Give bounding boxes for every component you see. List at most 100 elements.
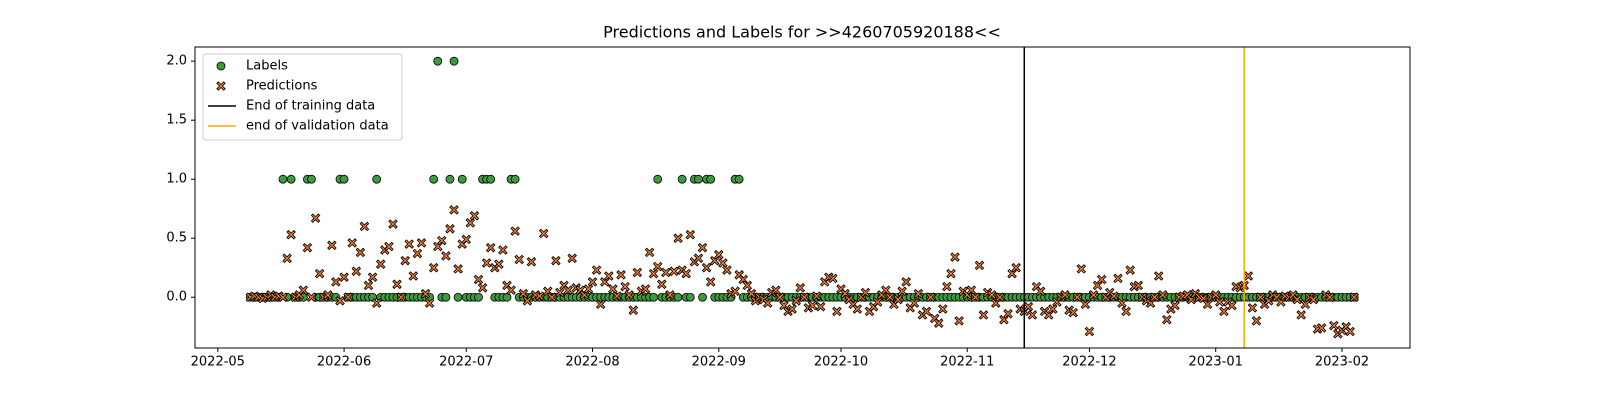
prediction-point [705, 277, 716, 287]
prediction-point [1084, 326, 1095, 337]
label-point [685, 292, 695, 302]
prediction-point [302, 242, 313, 253]
prediction-point [583, 284, 594, 294]
prediction-point [714, 249, 724, 260]
prediction-point [885, 292, 895, 302]
prediction-point [1325, 292, 1335, 302]
prediction-point [526, 257, 537, 267]
label-point [429, 174, 439, 184]
label-point [445, 174, 455, 184]
prediction-point [913, 288, 924, 299]
x-tick-label: 2022-08 [565, 355, 619, 370]
x-tick-label: 2023-01 [1189, 355, 1243, 370]
prediction-point [933, 318, 944, 328]
prediction-point [657, 279, 667, 290]
prediction-point [872, 297, 883, 307]
x-tick-label: 2022-07 [439, 355, 493, 370]
prediction-point [1329, 320, 1339, 331]
prediction-point [673, 233, 683, 243]
label-point [474, 292, 483, 302]
prediction-point [1210, 290, 1221, 300]
prediction-point [282, 253, 292, 264]
prediction-point [461, 234, 472, 245]
x-tick-label: 2022-05 [191, 355, 245, 370]
prediction-point [938, 304, 948, 314]
prediction-point [416, 238, 427, 248]
prediction-point [1247, 303, 1258, 313]
prediction-point [921, 306, 932, 317]
prediction-point [978, 310, 989, 320]
y-tick-label: 1.0 [166, 172, 187, 187]
x-tick-label: 2022-11 [940, 355, 994, 370]
label-point [706, 174, 716, 184]
prediction-point [331, 277, 341, 287]
prediction-point [363, 280, 374, 291]
prediction-point [771, 285, 781, 295]
prediction-point [1162, 314, 1172, 325]
prediction-point [828, 273, 838, 284]
prediction-point [1170, 300, 1180, 311]
prediction-point [278, 292, 288, 302]
prediction-point [1003, 309, 1013, 319]
prediction-point [1125, 265, 1135, 275]
prediction-point [384, 241, 394, 252]
prediction-point [946, 268, 956, 279]
prediction-point [1023, 301, 1034, 312]
prediction-point [1096, 274, 1107, 285]
prediction-point [595, 299, 606, 310]
prediction-point [1219, 306, 1229, 317]
prediction-point [1308, 294, 1319, 305]
prediction-point [811, 291, 822, 301]
legend-label: Predictions [246, 79, 318, 94]
prediction-point [485, 242, 496, 253]
prediction-point [1060, 290, 1070, 300]
prediction-point [644, 247, 655, 258]
plot-frame [194, 46, 1411, 349]
label-point [510, 174, 520, 184]
prediction-point [1149, 292, 1160, 302]
prediction-point [852, 304, 863, 314]
prediction-point [1133, 280, 1144, 291]
prediction-point [547, 292, 557, 302]
prediction-point [1255, 292, 1266, 302]
label-point [441, 292, 451, 302]
prediction-point [1109, 291, 1119, 301]
prediction-point [925, 292, 936, 302]
prediction-point [494, 259, 504, 269]
label-point [433, 56, 443, 66]
prediction-point [591, 265, 602, 275]
prediction-point [832, 306, 842, 317]
x-tick-label: 2022-06 [317, 355, 371, 370]
prediction-point [514, 254, 524, 265]
prediction-point [974, 260, 985, 271]
prediction-point [437, 235, 447, 246]
prediction-point [367, 272, 378, 282]
prediction-point [286, 229, 296, 240]
label-point [286, 174, 296, 184]
label-point [673, 292, 683, 302]
prediction-point [477, 283, 488, 293]
prediction-point [375, 259, 386, 269]
prediction-point [420, 288, 431, 299]
prediction-point [697, 242, 708, 253]
prediction-point [538, 228, 549, 239]
prediction-point [343, 292, 353, 302]
prediction-point [628, 305, 639, 315]
prediction-point [897, 286, 907, 297]
prediction-point [1243, 271, 1254, 281]
legend-label: end of validation data [246, 119, 389, 134]
prediction-point [608, 284, 618, 294]
prediction-point [1117, 298, 1127, 308]
legend-label: End of training data [246, 99, 375, 114]
prediction-point [620, 281, 630, 292]
prediction-point [314, 268, 325, 279]
prediction-point [473, 274, 484, 285]
prediction-point [498, 245, 508, 255]
legend-marker [216, 61, 226, 71]
prediction-point [445, 224, 455, 234]
prediction-point [465, 218, 476, 228]
prediction-point [795, 283, 806, 293]
prediction-point [392, 279, 402, 290]
prediction-point [355, 247, 366, 258]
